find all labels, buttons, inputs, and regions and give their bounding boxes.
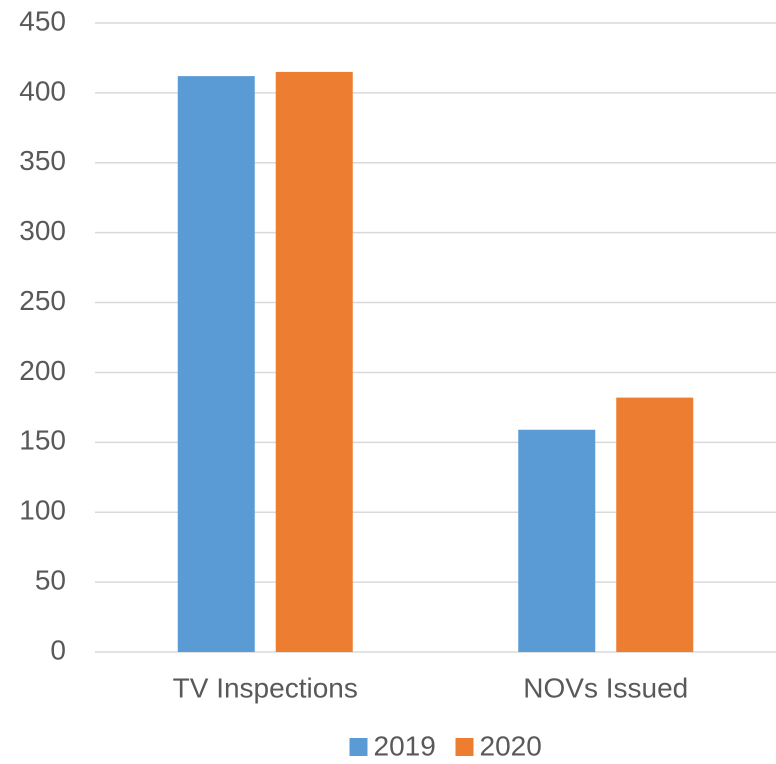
- x-tick-label: TV Inspections: [173, 672, 358, 703]
- x-tick-label: NOVs Issued: [523, 672, 688, 703]
- bar: [616, 397, 694, 652]
- y-tick-label: 350: [19, 145, 66, 176]
- y-tick-label: 200: [19, 355, 66, 386]
- y-tick-label: 300: [19, 215, 66, 246]
- legend-label: 2020: [480, 730, 542, 761]
- bar: [177, 76, 255, 653]
- y-tick-label: 0: [50, 634, 66, 665]
- legend-label: 2019: [374, 730, 436, 761]
- y-tick-label: 450: [19, 5, 66, 36]
- y-tick-label: 150: [19, 425, 66, 456]
- y-tick-label: 100: [19, 495, 66, 526]
- y-tick-label: 400: [19, 75, 66, 106]
- bar: [275, 71, 353, 652]
- y-tick-label: 250: [19, 285, 66, 316]
- legend-swatch: [349, 738, 368, 756]
- legend-swatch: [455, 738, 474, 756]
- y-tick-label: 50: [35, 565, 66, 596]
- bar: [518, 429, 596, 652]
